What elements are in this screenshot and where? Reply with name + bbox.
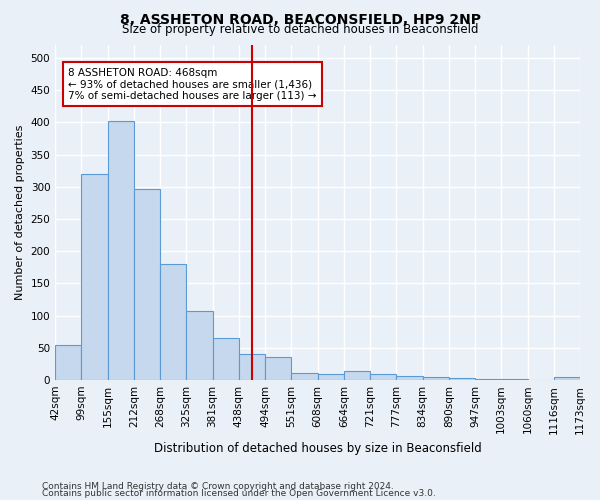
Text: Contains public sector information licensed under the Open Government Licence v3: Contains public sector information licen… xyxy=(42,488,436,498)
Bar xyxy=(134,188,160,380)
Y-axis label: Number of detached properties: Number of detached properties xyxy=(15,125,25,300)
Bar xyxy=(370,374,397,380)
Bar xyxy=(292,373,317,380)
Bar xyxy=(160,264,187,380)
Bar xyxy=(397,376,422,380)
Text: 8, ASSHETON ROAD, BEACONSFIELD, HP9 2NP: 8, ASSHETON ROAD, BEACONSFIELD, HP9 2NP xyxy=(119,12,481,26)
Text: Contains HM Land Registry data © Crown copyright and database right 2024.: Contains HM Land Registry data © Crown c… xyxy=(42,482,394,491)
Bar xyxy=(187,311,212,380)
Bar xyxy=(422,377,449,380)
Bar xyxy=(344,371,370,380)
Bar xyxy=(265,357,292,380)
Bar xyxy=(317,374,344,380)
Bar xyxy=(107,121,134,380)
Bar xyxy=(449,378,475,380)
Bar xyxy=(55,344,82,380)
Bar xyxy=(212,338,239,380)
Bar xyxy=(82,174,107,380)
Text: Size of property relative to detached houses in Beaconsfield: Size of property relative to detached ho… xyxy=(122,22,478,36)
Bar xyxy=(239,354,265,380)
Bar xyxy=(475,379,501,380)
Text: 8 ASSHETON ROAD: 468sqm
← 93% of detached houses are smaller (1,436)
7% of semi-: 8 ASSHETON ROAD: 468sqm ← 93% of detache… xyxy=(68,68,317,101)
Bar xyxy=(554,377,580,380)
X-axis label: Distribution of detached houses by size in Beaconsfield: Distribution of detached houses by size … xyxy=(154,442,481,455)
